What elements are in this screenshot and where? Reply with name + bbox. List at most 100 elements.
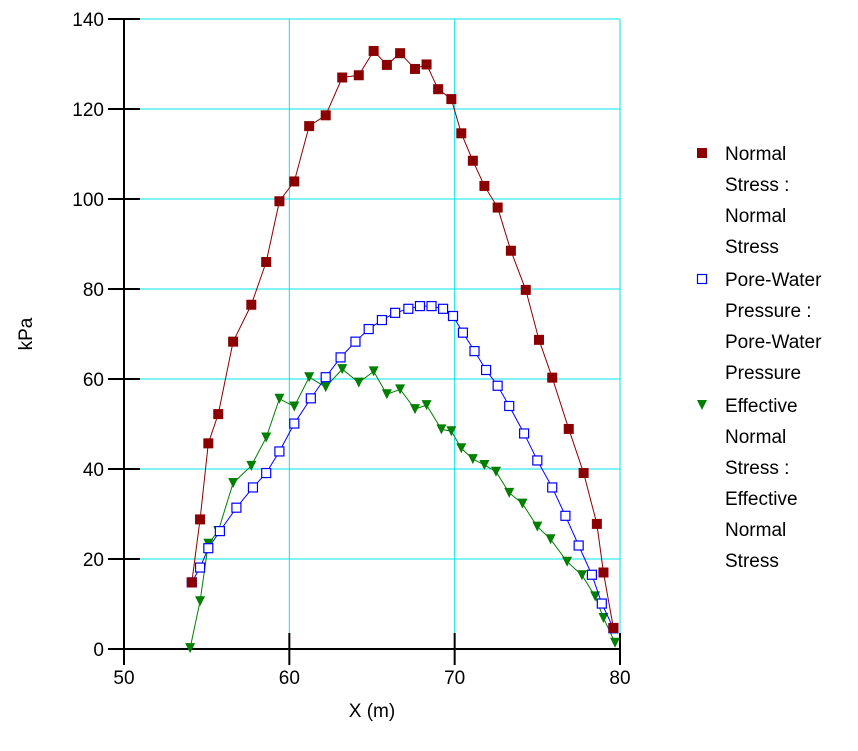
data-point: [447, 310, 459, 322]
y-tick-label: 60: [83, 370, 104, 391]
data-point: [368, 45, 379, 56]
y-tick-label: 20: [83, 550, 104, 571]
data-point: [363, 323, 374, 335]
legend-label: Stress: [725, 237, 779, 258]
data-point: [505, 245, 516, 256]
series-line: [191, 305, 614, 629]
legend-label: Effective: [725, 489, 798, 510]
data-point: [532, 455, 543, 466]
data-point: [421, 400, 432, 411]
data-point: [185, 643, 196, 654]
data-point: [446, 426, 457, 437]
data-point: [305, 393, 316, 404]
data-point: [421, 59, 432, 70]
data-point: [350, 336, 361, 347]
x-tick-label: 80: [609, 668, 630, 689]
data-point: [214, 525, 225, 537]
data-point: [195, 514, 206, 525]
series-0: [186, 45, 619, 633]
legend-label: Pressure: [725, 363, 801, 384]
data-point: [289, 176, 300, 187]
data-point: [337, 364, 348, 375]
data-point: [436, 424, 447, 435]
data-point: [492, 380, 503, 391]
y-tick-label: 140: [72, 10, 104, 31]
data-point: [517, 498, 528, 509]
data-point: [608, 622, 619, 633]
data-point: [532, 521, 543, 532]
data-point: [578, 468, 589, 479]
data-point: [562, 556, 573, 567]
data-point: [261, 467, 272, 479]
data-point: [547, 482, 558, 493]
x-tick-label: 50: [113, 668, 134, 689]
data-point: [194, 562, 206, 573]
data-point: [337, 72, 348, 83]
series-2: [185, 364, 621, 654]
data-point: [519, 428, 530, 439]
data-point: [563, 423, 574, 434]
data-point: [376, 314, 388, 326]
data-point: [231, 502, 242, 513]
legend-marker: [697, 400, 707, 410]
legend-label: Effective: [725, 396, 798, 417]
data-point: [504, 487, 515, 498]
data-point: [547, 372, 558, 383]
data-point: [479, 180, 490, 191]
data-point: [403, 303, 414, 314]
data-point: [491, 466, 501, 477]
data-point: [368, 366, 379, 377]
data-point: [591, 518, 602, 529]
data-point: [228, 336, 239, 347]
data-point: [335, 352, 346, 363]
legend-label: Normal: [725, 520, 786, 541]
grid: [124, 18, 621, 649]
data-point: [186, 577, 197, 588]
data-point: [456, 443, 467, 454]
y-axis-title: kPa: [16, 317, 37, 350]
legend-label: Stress :: [725, 458, 789, 479]
data-point: [610, 637, 621, 648]
data-point: [390, 307, 401, 318]
data-point: [203, 543, 214, 554]
x-axis-title: X (m): [349, 701, 395, 722]
data-point: [504, 400, 515, 412]
data-point: [213, 409, 224, 420]
data-point: [492, 202, 503, 213]
data-point: [586, 569, 597, 580]
data-point: [261, 432, 272, 443]
data-point: [274, 196, 285, 207]
data-point: [195, 596, 206, 607]
data-point: [246, 299, 257, 310]
data-point: [520, 284, 531, 295]
data-point: [409, 404, 420, 415]
data-point: [446, 94, 457, 105]
legend-label: Pore-Water: [725, 270, 822, 291]
data-point: [590, 591, 601, 602]
data-point: [573, 540, 584, 551]
data-point: [289, 401, 300, 412]
data-point: [545, 534, 556, 545]
y-tick-label: 80: [83, 280, 104, 301]
data-point: [467, 454, 478, 465]
data-point: [426, 301, 437, 312]
data-point: [274, 393, 285, 404]
legend-label: Normal: [725, 144, 786, 165]
data-point: [246, 460, 257, 471]
data-point: [409, 63, 420, 74]
legend-label: Normal: [725, 206, 786, 227]
y-tick-label: 100: [72, 190, 104, 211]
legend-item: Pore-Water Pressure : Pore-Water Pressure: [696, 270, 822, 384]
data-point: [381, 389, 392, 400]
data-point: [480, 364, 492, 376]
legend-label: Stress :: [725, 175, 789, 196]
data-point: [598, 567, 609, 578]
plot-area: [185, 45, 621, 654]
data-point: [467, 155, 478, 166]
legend-item: Normal Stress : Normal Stress: [697, 144, 789, 258]
data-point: [395, 384, 406, 395]
data-point: [457, 327, 469, 338]
y-tick-label: 120: [72, 100, 104, 121]
y-tick-label: 0: [93, 640, 104, 661]
data-point: [395, 48, 406, 59]
